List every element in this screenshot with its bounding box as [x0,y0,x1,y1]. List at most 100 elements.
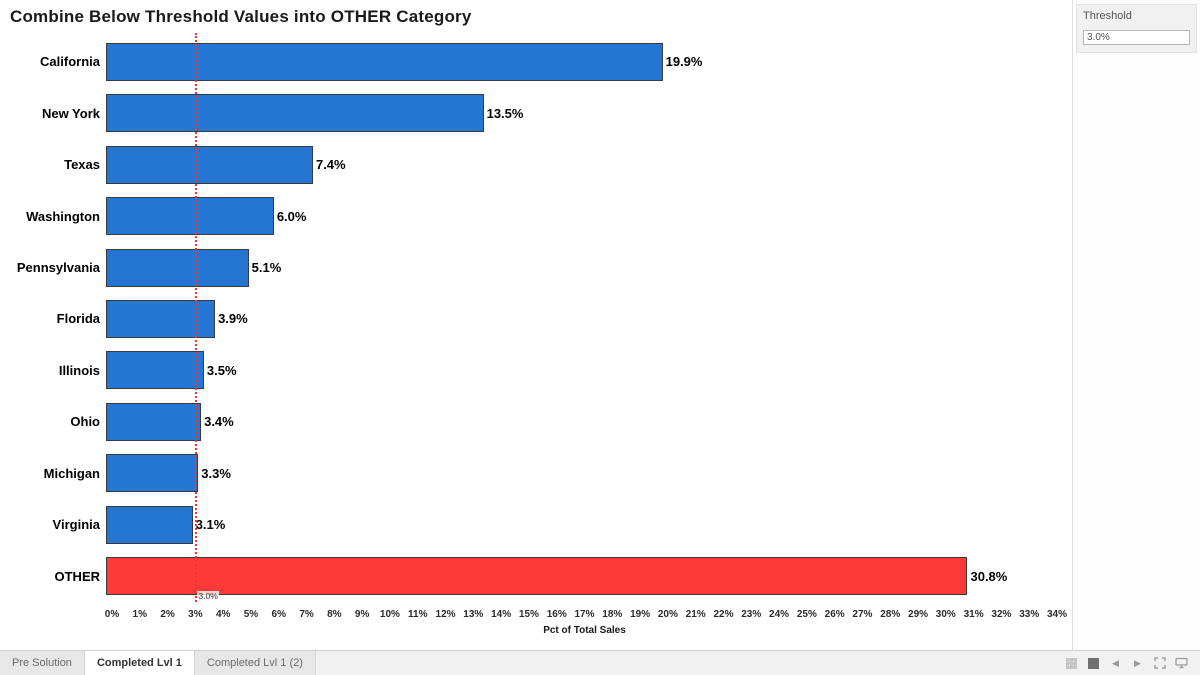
bar-track: 3.9% [106,299,1057,338]
bar-track: 19.9% [106,42,1057,81]
bar[interactable] [106,454,199,493]
category-label: Pennsylvania [16,260,100,276]
x-axis-tick: 24% [769,609,790,620]
x-axis: 0% 1% 2% 3% 4% 5% 6% 7% 8% 9% 10% 11% 12% 13% 14% 15% 16… [105,609,1067,623]
bar-track: 30.8% [106,557,1057,596]
bar-track: 3.4% [106,402,1057,441]
fullscreen-icon[interactable] [1153,657,1166,670]
bar-row: Texas 7.4% [0,139,1072,190]
x-axis-tick: 9% [354,609,370,620]
threshold-parameter-label: Threshold [1083,10,1132,22]
x-axis-title: Pct of Total Sales [543,625,626,636]
sheet-sorter-icon[interactable] [1065,657,1078,670]
x-axis-tick: 25% [796,609,817,620]
category-label: Washington [26,208,100,224]
value-label: 3.3% [201,465,231,481]
bar-row: Michigan 3.3% [0,448,1072,499]
x-axis-tick: 8% [327,609,342,620]
value-label: 5.1% [251,260,282,276]
bar[interactable] [106,94,484,133]
x-axis-tick: 12% [435,609,456,620]
x-axis-tick: 19% [630,609,651,620]
x-axis-tick: 13% [463,609,484,620]
category-label: New York [41,105,100,121]
tab-completed-lvl-1[interactable]: Completed Lvl 1 [84,651,195,675]
threshold-input[interactable] [1083,30,1190,45]
bar-row: Ohio 3.4% [0,396,1072,447]
x-axis-tick: 22% [713,609,734,620]
bar[interactable] [106,248,249,287]
x-axis-tick: 20% [657,609,678,620]
bar-row: Pennsylvania 5.1% [0,242,1072,293]
value-label: 3.9% [218,311,248,327]
previous-sheet-icon[interactable]: ◀ [1112,657,1119,668]
bar-track: 5.1% [106,248,1057,287]
bar[interactable] [106,557,968,596]
bar-row: New York 13.5% [0,87,1072,138]
bar[interactable] [106,505,193,544]
bar-track: 6.0% [106,197,1057,236]
value-label: 3.1% [195,517,226,533]
bar[interactable] [106,402,202,441]
value-label: 30.8% [970,568,1008,584]
bar-row: Illinois 3.5% [0,345,1072,396]
value-label: 3.5% [206,362,237,378]
next-sheet-icon[interactable]: ▶ [1134,657,1141,668]
x-axis-tick: 34% [1046,609,1068,620]
x-axis-tick: 29% [908,609,929,620]
value-label: 19.9% [665,54,703,70]
category-label: Illinois [58,362,100,378]
bar-track: 7.4% [106,145,1057,184]
bar-track: 13.5% [106,94,1057,133]
value-label: 3.4% [204,414,234,430]
parameter-panel: Threshold [1072,0,1200,650]
category-label: Florida [56,311,100,327]
value-label: 7.4% [315,157,346,173]
category-label: OTHER [54,568,101,584]
bar-row: California 19.9% [0,36,1072,87]
x-axis-tick: 18% [602,609,623,620]
bar-track: 3.1% [106,505,1057,544]
presentation-mode-icon[interactable] [1175,657,1188,670]
threshold-parameter-card: Threshold [1076,4,1197,53]
x-axis-tick: 16% [546,609,567,620]
category-label: Texas [64,157,100,173]
chart-title: Combine Below Threshold Values into OTHE… [10,7,472,26]
x-axis-tick: 3% [188,609,203,620]
status-bar-icons: ◀ ▶ [1065,651,1200,675]
sheet-tabs: Pre Solution Completed Lvl 1 Completed Lvl… [0,651,316,675]
filmstrip-icon[interactable] [1087,657,1100,670]
x-axis-tick: 6% [271,609,286,620]
category-label: California [40,54,100,70]
x-axis-tick: 0% [104,609,120,620]
bar-row: OTHER 30.8% [0,551,1072,602]
bar[interactable] [106,351,204,390]
x-axis-tick: 1% [132,609,148,620]
bar[interactable] [106,197,274,236]
bar[interactable] [106,42,663,81]
tab-completed-lvl-1-2[interactable]: Completed Lvl 1 (2) [194,651,316,675]
bar[interactable] [106,145,313,184]
x-axis-tick: 15% [518,609,539,620]
x-axis-tick: 14% [491,609,512,620]
bar-row: Virginia 3.1% [0,499,1072,550]
category-label: Michigan [43,465,100,481]
x-axis-tick: 27% [852,609,873,620]
x-axis-tick: 5% [243,609,259,620]
x-axis-tick: 32% [991,609,1012,620]
x-axis-tick: 21% [685,609,706,620]
bar[interactable] [106,299,216,338]
category-label: Ohio [70,414,100,430]
x-axis-tick: 31% [963,609,984,620]
x-axis-tick: 33% [1019,609,1040,620]
value-label: 6.0% [276,208,307,224]
bar-chart: California 19.9% New York 13.5% Texas 7.4% Was… [0,36,1072,602]
x-axis-tick: 10% [379,609,400,620]
x-axis-tick: 17% [574,609,595,620]
bar-row: Florida 3.9% [0,293,1072,344]
bar-row: Washington 6.0% [0,190,1072,241]
status-bar: Pre Solution Completed Lvl 1 Completed Lvl… [0,650,1200,675]
x-axis-tick: 28% [880,609,901,620]
tab-pre-solution[interactable]: Pre Solution [0,651,85,675]
